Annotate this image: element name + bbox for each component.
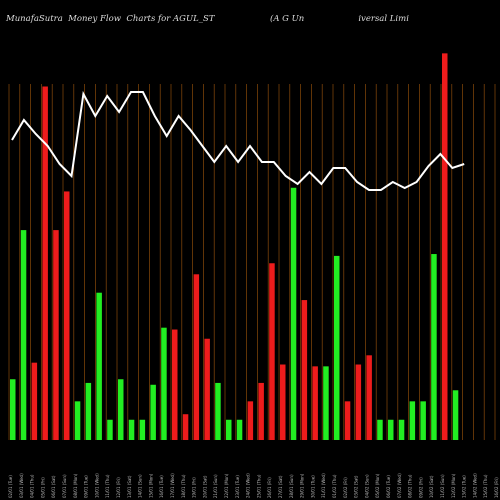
x-tick-label: 10/02 (Sat) [429,475,434,498]
bar [96,292,102,440]
x-tick-label: 04/02 (Sun) [364,474,369,498]
chart-title: MunafaSutra Money Flow Charts for AGUL_S… [6,14,215,24]
bar [20,230,27,440]
bar [204,338,210,440]
bar [247,401,254,440]
x-tick-label: 30/01 (Tue) [310,475,315,498]
x-tick-label: 01/02 (Thu) [332,474,337,498]
bar [366,355,372,440]
bar [10,379,16,440]
x-tick-label: 10/01 (Wed) [94,473,99,498]
bar [226,419,232,440]
bar [258,382,264,440]
bar [236,419,243,440]
x-tick-label: 23/01 (Tue) [235,475,240,498]
x-tick-label: 07/02 (Wed) [397,473,402,498]
x-tick-label: 25/01 (Thu) [256,474,261,498]
bar [388,419,394,440]
bar [53,230,59,440]
x-tick-label: 07/01 (Sun) [62,474,67,498]
x-tick-label: 14/01 (Sun) [138,474,143,498]
bar [280,364,286,440]
x-tick-label: 11/02 (Sun) [440,474,445,498]
x-tick-label: 17/01 (Wed) [170,473,175,498]
x-tick-label: 31/01 (Wed) [321,473,326,498]
bar [409,401,416,440]
chart-title-right: (A G Un iversal Limi [270,14,409,24]
bar [344,401,351,440]
x-tick-label: 03/01 (Wed) [19,473,24,498]
x-tick-label: 18/01 (Thu) [181,474,186,498]
x-tick-label: 04/01 (Thu) [30,474,35,498]
bar [301,300,308,440]
bar [420,401,426,440]
x-tick-label: 28/01 (Sun) [289,474,294,498]
bar [172,329,178,440]
bar [452,390,459,440]
x-tick-label: 05/01 (Fri) [40,477,45,498]
bar [139,419,146,440]
x-tick-label: 11/01 (Thu) [105,474,110,498]
x-tick-label: 19/01 (Fri) [192,477,197,498]
x-tick-label: 21/01 (Sun) [213,474,218,498]
x-tick-label: 08/01 (Mon) [73,473,78,498]
bar [442,53,448,440]
bar [323,366,329,440]
bar [377,419,383,440]
x-tick-label: 26/01 (Fri) [267,477,272,498]
x-tick-label: 06/02 (Tue) [386,475,391,498]
x-tick-label: 12/01 (Fri) [116,477,121,498]
x-tick-label: 20/01 (Sat) [202,475,207,498]
x-tick-label: 12/02 (Mon) [451,473,456,498]
x-tick-label: 09/01 (Tue) [84,475,89,498]
bar [182,414,189,440]
x-tick-label: 03/02 (Sat) [354,475,359,498]
x-tick-label: 08/02 (Thu) [408,474,413,498]
bar [74,401,81,440]
x-tick-label: 15/01 (Mon) [148,473,153,498]
bar [398,419,405,440]
bar [31,362,38,440]
bar [269,263,275,440]
x-tick-label: 05/02 (Mon) [375,473,380,498]
bar [64,191,70,440]
bar [215,382,221,440]
x-tick-label: 02/01 (Tue) [8,475,13,498]
x-tick-label: 15/02 (Thu) [483,474,488,498]
bar [355,364,362,440]
x-tick-label: 16/02 (Fri) [494,477,499,498]
x-tick-label: 27/01 (Sat) [278,475,283,498]
bar [431,254,437,440]
x-tick-label: 16/01 (Tue) [159,475,164,498]
x-tick-label: 02/02 (Fri) [343,477,348,498]
x-tick-label: 24/01 (Wed) [246,473,251,498]
x-tick-label: 22/01 (Mon) [224,473,229,498]
bar [128,419,135,440]
bar [118,379,124,440]
x-tick-label: 29/01 (Mon) [300,473,305,498]
x-tick-label: 14/02 (Wed) [472,473,477,498]
bar [42,86,48,440]
bar [161,327,167,440]
x-tick-label: 06/01 (Sat) [51,475,56,498]
bar [107,419,113,440]
x-tick-label: 13/01 (Sat) [127,475,132,498]
bar [290,187,297,440]
bar [150,384,156,440]
money-flow-line [11,90,465,191]
x-tick-label: 09/02 (Fri) [418,477,423,498]
bar [85,382,92,440]
x-tick-label: 13/02 (Tue) [462,475,467,498]
bar [193,274,200,440]
bar [334,255,340,440]
bar [312,366,318,440]
